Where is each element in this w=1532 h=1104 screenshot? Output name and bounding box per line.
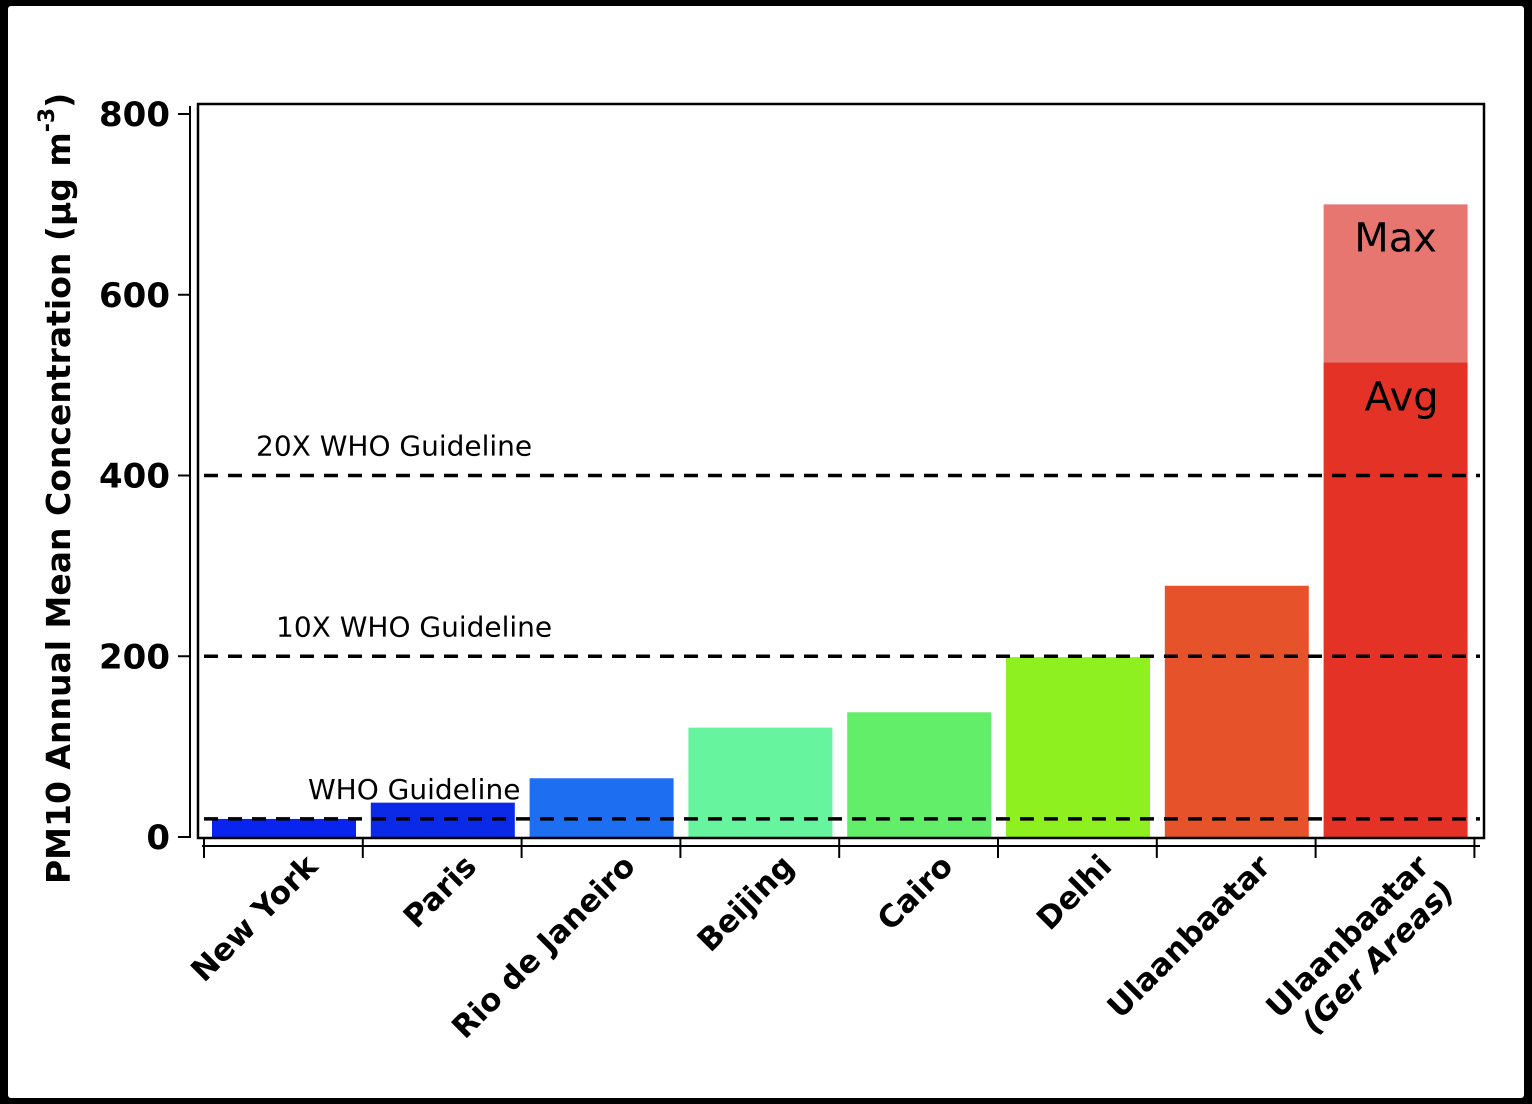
- y-axis-title-main: PM10 Annual Mean Concentration (µg m: [39, 132, 78, 884]
- x-tick-label: New York: [184, 847, 326, 989]
- bars-layer: Max Avg: [212, 204, 1468, 837]
- y-tick-label: 0: [146, 818, 170, 858]
- x-tick-label-line: Delhi: [1030, 848, 1119, 937]
- x-tick-label: Paris: [397, 848, 484, 935]
- bar-max-7: [1323, 204, 1468, 363]
- bar-label-max: Max: [1354, 215, 1437, 261]
- x-tick-label: Ulaanbaatar: [1101, 848, 1279, 1026]
- bar-label-avg: Avg: [1365, 375, 1439, 421]
- bar-avg-4: [847, 712, 992, 837]
- chart-background: [8, 6, 1524, 1098]
- y-axis: 0 200 400 600 800: [99, 95, 191, 858]
- y-axis-title-close: ): [39, 93, 78, 108]
- reference-lines-layer: WHO Guideline 10X WHO Guideline 20X WHO Gu…: [204, 430, 1480, 821]
- x-tick-label: Delhi: [1030, 848, 1119, 937]
- y-axis-title-exponent: -3: [35, 108, 60, 132]
- x-tick-label-line: New York: [184, 847, 326, 989]
- x-tick-label: Ulaanbaatar(Ger Areas): [1259, 848, 1462, 1051]
- bar-avg-1: [370, 802, 515, 837]
- bar-avg-6: [1164, 585, 1309, 837]
- reference-label-0: WHO Guideline: [308, 773, 520, 806]
- x-tick-label-line: Paris: [397, 848, 484, 935]
- y-axis-title: PM10 Annual Mean Concentration (µg m-3): [35, 93, 78, 884]
- bar-avg-7: [1323, 362, 1468, 837]
- y-tick-label: 400: [99, 457, 170, 497]
- bar-avg-2: [529, 778, 674, 837]
- x-tick-label-line: Beijing: [691, 848, 802, 959]
- x-tick-label-line: Ulaanbaatar: [1101, 848, 1279, 1026]
- x-tick-label: Beijing: [691, 848, 802, 959]
- y-tick-label: 600: [99, 276, 170, 316]
- x-tick-label: Cairo: [871, 848, 961, 938]
- x-tick-label-line: Cairo: [871, 848, 961, 938]
- plot-frame: [196, 102, 1486, 840]
- y-tick-label: 800: [99, 95, 170, 135]
- reference-label-2: 20X WHO Guideline: [256, 430, 532, 463]
- y-tick-label: 200: [99, 637, 170, 677]
- bar-avg-0: [212, 818, 356, 837]
- bar-avg-5: [1006, 657, 1150, 837]
- reference-label-1: 10X WHO Guideline: [276, 610, 552, 643]
